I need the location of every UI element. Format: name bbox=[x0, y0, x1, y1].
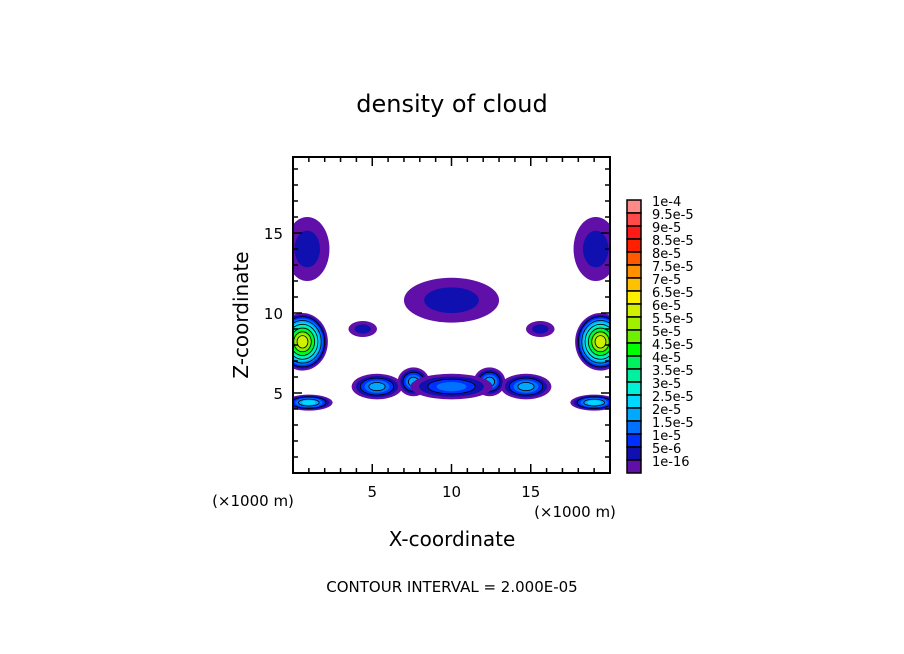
colorbar-label: 2.5e-5 bbox=[652, 390, 694, 405]
x-tick-label: 10 bbox=[442, 483, 461, 501]
contour-interval-footer: CONTOUR INTERVAL = 2.000E-05 bbox=[326, 578, 577, 596]
contour-level bbox=[294, 230, 321, 268]
contour-level bbox=[424, 287, 479, 314]
colorbar-label: 6e-5 bbox=[652, 299, 681, 314]
colorbar-label: 1e-16 bbox=[652, 455, 690, 470]
colorbar-swatch bbox=[626, 290, 642, 305]
colorbar-swatch bbox=[626, 329, 642, 344]
colorbar: 1e-49.5e-59e-58.5e-58e-57.5e-57e-56.5e-5… bbox=[626, 195, 694, 474]
colorbar-swatch bbox=[626, 316, 642, 331]
colorbar-swatch bbox=[626, 394, 642, 409]
contour-region bbox=[525, 321, 555, 337]
y-tick-label: 10 bbox=[264, 305, 283, 323]
colorbar-label: 5e-5 bbox=[652, 325, 681, 340]
colorbar-swatch bbox=[626, 433, 642, 448]
colorbar-label: 4e-5 bbox=[652, 351, 681, 366]
colorbar-label: 5e-6 bbox=[652, 442, 681, 457]
x-tick-label: 5 bbox=[367, 483, 377, 501]
contour-region bbox=[500, 373, 552, 400]
colorbar-label: 9e-5 bbox=[652, 221, 681, 236]
contour-level bbox=[354, 324, 371, 334]
y-unit-label: (×1000 m) bbox=[212, 492, 294, 510]
x-unit-label: (×1000 m) bbox=[534, 503, 616, 521]
contour-level bbox=[587, 400, 602, 405]
colorbar-label: 8.5e-5 bbox=[652, 234, 694, 249]
contour-region bbox=[293, 394, 333, 411]
y-axis-label: Z-coordinate bbox=[229, 251, 253, 378]
contour-level bbox=[436, 381, 467, 392]
contour-region bbox=[575, 313, 610, 371]
x-tick-label: 15 bbox=[521, 483, 540, 501]
contour-region bbox=[410, 373, 493, 400]
colorbar-swatch bbox=[626, 212, 642, 227]
colorbar-swatch bbox=[626, 355, 642, 370]
colorbar-label: 6.5e-5 bbox=[652, 286, 694, 301]
colorbar-label: 8e-5 bbox=[652, 247, 681, 262]
colorbar-swatch bbox=[626, 381, 642, 396]
chart-title: density of cloud bbox=[356, 90, 547, 118]
contour-field bbox=[293, 217, 610, 411]
colorbar-label: 1e-4 bbox=[652, 195, 681, 210]
colorbar-swatch bbox=[626, 251, 642, 266]
colorbar-swatch bbox=[626, 420, 642, 435]
colorbar-swatch bbox=[626, 303, 642, 318]
colorbar-label: 7.5e-5 bbox=[652, 260, 694, 275]
colorbar-label: 4.5e-5 bbox=[652, 338, 694, 353]
contour-region bbox=[293, 313, 328, 371]
colorbar-label: 7e-5 bbox=[652, 273, 681, 288]
colorbar-label: 2e-5 bbox=[652, 403, 681, 418]
colorbar-swatch bbox=[626, 407, 642, 422]
colorbar-label: 3.5e-5 bbox=[652, 364, 694, 379]
y-tick-label: 5 bbox=[273, 385, 283, 403]
colorbar-swatch bbox=[626, 277, 642, 292]
contour-region bbox=[403, 277, 500, 323]
contour-level bbox=[368, 382, 386, 392]
contour-region bbox=[351, 373, 403, 400]
colorbar-label: 9.5e-5 bbox=[652, 208, 694, 223]
colorbar-label: 1.5e-5 bbox=[652, 416, 694, 431]
y-tick-label: 15 bbox=[264, 225, 283, 243]
contour-level bbox=[296, 335, 309, 349]
contour-level bbox=[582, 230, 609, 268]
colorbar-swatch bbox=[626, 342, 642, 357]
contour-level bbox=[301, 400, 316, 405]
axis-ticks: 5 10 15 5 10 15 bbox=[264, 157, 610, 501]
contour-level bbox=[532, 324, 549, 334]
colorbar-swatch bbox=[626, 368, 642, 383]
contour-level bbox=[594, 335, 607, 349]
colorbar-label: 5.5e-5 bbox=[652, 312, 694, 327]
x-axis-label: X-coordinate bbox=[389, 527, 516, 551]
colorbar-swatch bbox=[626, 225, 642, 240]
colorbar-swatch bbox=[626, 264, 642, 279]
colorbar-swatch bbox=[626, 446, 642, 461]
contour-level bbox=[517, 382, 535, 392]
colorbar-swatch bbox=[626, 199, 642, 214]
colorbar-swatch bbox=[626, 238, 642, 253]
colorbar-swatch bbox=[626, 459, 642, 474]
contour-region bbox=[293, 217, 330, 281]
contour-region bbox=[570, 394, 610, 411]
colorbar-label: 3e-5 bbox=[652, 377, 681, 392]
contour-region bbox=[348, 321, 378, 337]
colorbar-label: 1e-5 bbox=[652, 429, 681, 444]
contour-region bbox=[573, 217, 610, 281]
